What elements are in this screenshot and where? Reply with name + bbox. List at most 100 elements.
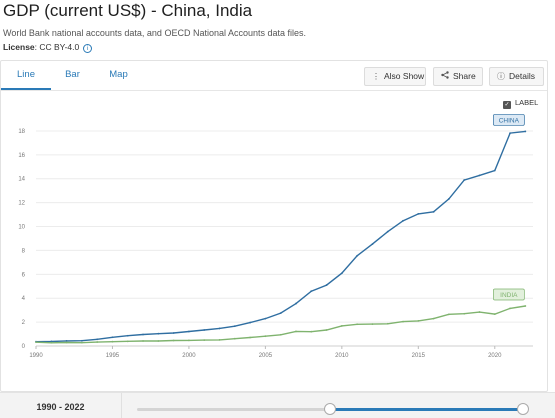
x-tick-label: 2015 [412, 353, 426, 359]
range-label: 1990 - 2022 [0, 393, 122, 418]
data-point-china [447, 198, 450, 200]
y-tick-label: 12 [18, 201, 25, 207]
data-point-china [264, 317, 267, 320]
data-point-india [509, 307, 511, 310]
data-point-china [249, 321, 251, 324]
data-point-india [157, 340, 160, 342]
data-point-china [50, 340, 53, 343]
series-label-china: CHINA [499, 117, 520, 124]
y-tick-label: 8 [22, 248, 26, 254]
y-tick-label: 6 [22, 272, 26, 278]
label-toggle[interactable]: ✓ LABEL [503, 98, 538, 109]
range-slider-track[interactable] [137, 403, 529, 415]
data-point-india [249, 336, 251, 339]
gdp-line-chart: 0 2 4 6 8 10 12 14 16 18 1990 1995 2000 2005 2010 2015 2… [18, 114, 533, 359]
data-point-china [432, 210, 435, 213]
range-slider-start-handle[interactable] [324, 403, 336, 415]
data-point-india [65, 341, 68, 344]
tab-line[interactable]: Line [1, 61, 51, 90]
label-toggle-text: LABEL [515, 98, 539, 107]
data-point-china [218, 327, 221, 330]
data-point-india [50, 341, 53, 344]
data-point-china [417, 212, 420, 215]
data-point-china [96, 338, 99, 341]
data-point-india [493, 313, 496, 316]
y-tick-label: 4 [22, 296, 26, 302]
data-point-china [126, 334, 129, 337]
y-tick-label: 2 [22, 320, 26, 326]
data-point-china [402, 219, 404, 222]
data-point-india [310, 330, 313, 333]
data-point-china [65, 339, 68, 342]
data-point-india [203, 339, 206, 342]
data-point-india [126, 340, 129, 343]
x-tick-label: 2005 [259, 353, 273, 359]
data-point-india [386, 322, 389, 325]
data-point-india [402, 320, 404, 323]
tab-map[interactable]: Map [109, 69, 128, 80]
range-slider-fill [330, 408, 523, 411]
data-point-china [340, 272, 343, 275]
data-point-india [295, 330, 297, 333]
tab-bar[interactable]: Bar [65, 69, 80, 80]
y-tick-label: 10 [18, 225, 25, 231]
series-line-china [35, 130, 526, 343]
also-show-label: Also Show [384, 71, 425, 81]
data-point-china [524, 130, 527, 133]
y-tick-label: 14 [18, 177, 25, 183]
data-point-india [142, 340, 144, 342]
info-circle-icon: ⓘ [497, 72, 505, 81]
data-point-china [111, 336, 114, 339]
label-checkbox[interactable]: ✓ [503, 101, 511, 109]
series-label-box-china [493, 114, 525, 126]
data-point-china [142, 333, 144, 336]
y-tick-label: 16 [18, 153, 25, 159]
data-point-china [80, 339, 83, 342]
also-show-button[interactable]: ⋮ Also Show [364, 67, 426, 86]
data-point-china [188, 330, 190, 333]
chart-tabs: Line Bar Map ⋮ Also Show Share ⓘ Details [1, 61, 547, 91]
data-point-china [172, 332, 175, 334]
data-point-china [157, 332, 160, 335]
details-label: Details [509, 71, 535, 81]
series-label-india: INDIA [500, 292, 518, 299]
share-button[interactable]: Share [433, 67, 483, 86]
data-point-china [356, 254, 359, 257]
data-point-india [233, 337, 236, 340]
data-point-china [371, 243, 374, 245]
x-tick-label: 2010 [335, 353, 349, 359]
page-subtitle: World Bank national accounts data, and O… [3, 28, 307, 38]
y-tick-label: 18 [18, 129, 25, 135]
range-bar: 1990 - 2022 [0, 392, 555, 418]
data-point-india [325, 329, 328, 331]
data-point-india [188, 339, 190, 342]
range-slider-end-handle[interactable] [517, 403, 529, 415]
license-label: License [3, 42, 35, 52]
data-point-china [493, 169, 496, 172]
chart-panel: Line Bar Map ⋮ Also Show Share ⓘ Details ✓… [0, 60, 548, 392]
data-point-china [203, 329, 206, 331]
data-point-india [80, 341, 83, 344]
info-icon[interactable]: i [83, 44, 93, 53]
data-point-china [233, 325, 236, 328]
data-point-china [325, 284, 328, 286]
license-value: : CC BY-4.0 [34, 42, 80, 52]
license-line: License: CC BY-4.0 i [3, 42, 93, 53]
x-tick-label: 2020 [488, 353, 502, 359]
data-point-india [264, 335, 267, 338]
data-point-india [478, 311, 481, 313]
x-tick-label: 2000 [182, 353, 196, 359]
data-point-china [463, 179, 466, 181]
data-point-india [218, 339, 221, 341]
data-point-india [172, 339, 175, 342]
data-point-india [432, 317, 435, 320]
data-point-china [310, 290, 313, 293]
details-button[interactable]: ⓘ Details [489, 67, 544, 86]
series-label-box-india [493, 288, 525, 301]
data-point-india [340, 325, 343, 327]
share-label: Share [453, 71, 476, 81]
data-point-china [509, 132, 511, 134]
share-icon [441, 68, 449, 85]
data-point-india [279, 333, 282, 336]
data-point-india [463, 312, 466, 315]
